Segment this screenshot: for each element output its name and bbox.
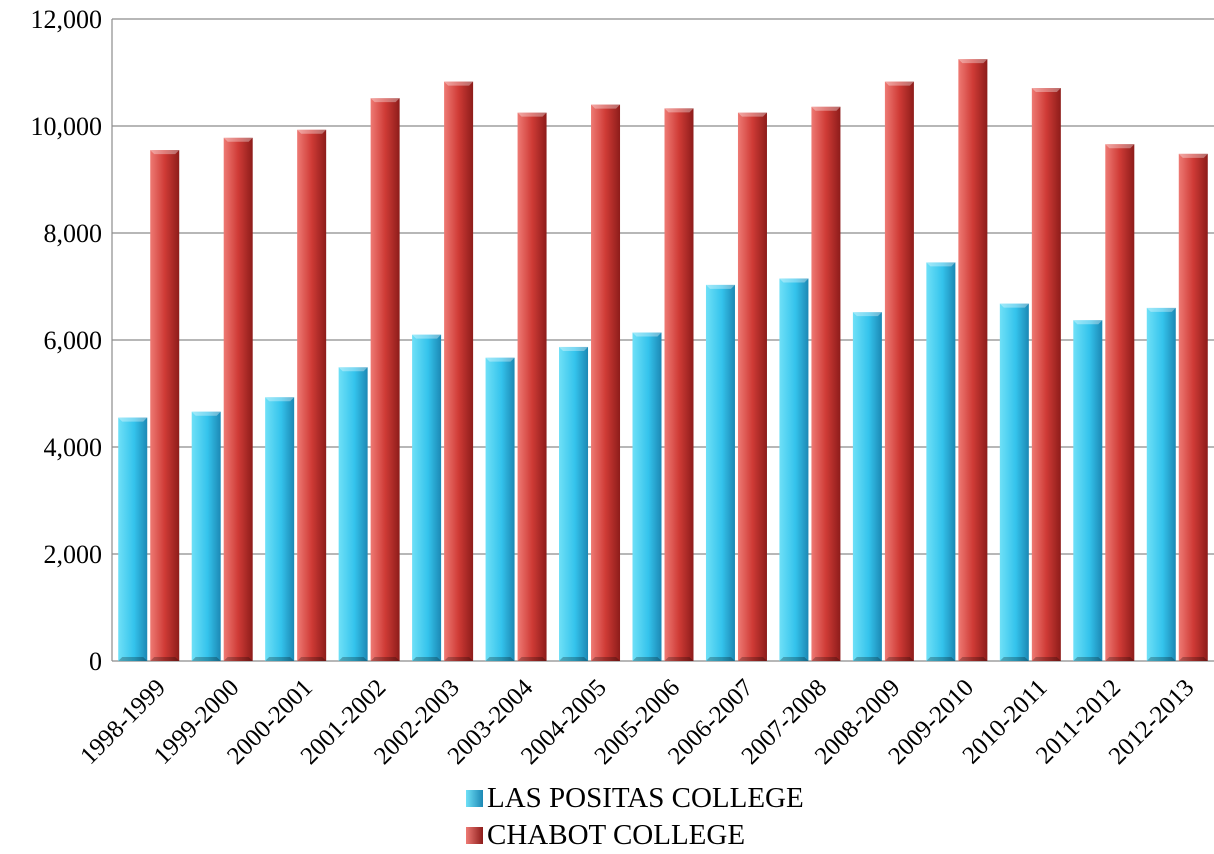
legend-label-chabot: CHABOT COLLEGE — [487, 819, 746, 851]
gridlines — [112, 18, 1214, 555]
legend-item-chabot: CHABOT COLLEGE — [466, 817, 804, 854]
bar-las-positas — [191, 411, 221, 661]
y-tick-label: 4,000 — [44, 433, 103, 462]
bar-las-positas — [926, 262, 956, 661]
legend-swatch-chabot — [466, 827, 483, 844]
bar-las-positas — [485, 357, 515, 661]
bar-chabot — [297, 129, 327, 661]
bar-las-positas — [632, 332, 662, 661]
axes — [111, 19, 1214, 662]
bar-las-positas — [412, 334, 442, 661]
bar-chabot — [958, 59, 988, 661]
legend-item-las-positas: LAS POSITAS COLLEGE — [466, 780, 804, 817]
y-tick-label: 0 — [89, 647, 102, 676]
bar-chabot — [370, 98, 400, 662]
bar-chabot — [737, 112, 767, 661]
bar-las-positas — [118, 417, 148, 661]
bar-chabot — [517, 112, 547, 661]
bar-chabot — [444, 81, 474, 662]
legend: LAS POSITAS COLLEGE CHABOT COLLEGE — [466, 780, 804, 854]
bar-chabot — [811, 106, 841, 662]
legend-swatch-las-positas — [466, 790, 483, 807]
legend-label-las-positas: LAS POSITAS COLLEGE — [487, 782, 804, 814]
bar-las-positas — [338, 367, 368, 661]
y-tick-labels: 0 2,000 4,000 6,000 8,000 10,000 12,000 — [31, 5, 103, 676]
bar-las-positas — [779, 278, 809, 661]
bars — [118, 59, 1208, 662]
bar-chabot — [1031, 88, 1061, 661]
y-tick-label: 12,000 — [31, 5, 103, 34]
bar-las-positas — [1146, 307, 1176, 661]
bar-chabot — [1105, 144, 1135, 661]
bar-las-positas — [999, 303, 1029, 661]
bar-las-positas — [852, 312, 882, 661]
bar-chabot — [664, 108, 694, 662]
y-tick-label: 2,000 — [44, 540, 103, 569]
bar-chabot — [591, 104, 621, 662]
y-tick-label: 8,000 — [44, 219, 103, 248]
bar-las-positas — [559, 346, 589, 661]
y-tick-label: 6,000 — [44, 326, 103, 355]
bar-chabot — [1178, 153, 1208, 661]
bar-las-positas — [1073, 320, 1103, 661]
bar-chabot — [150, 150, 180, 661]
bar-las-positas — [705, 284, 735, 661]
bar-las-positas — [265, 397, 295, 661]
y-tick-label: 10,000 — [31, 112, 103, 141]
bar-chabot — [223, 137, 253, 661]
x-tick-labels: 1998-19991999-20002000-20012001-20022002… — [75, 674, 1199, 770]
bar-chabot — [884, 81, 914, 662]
